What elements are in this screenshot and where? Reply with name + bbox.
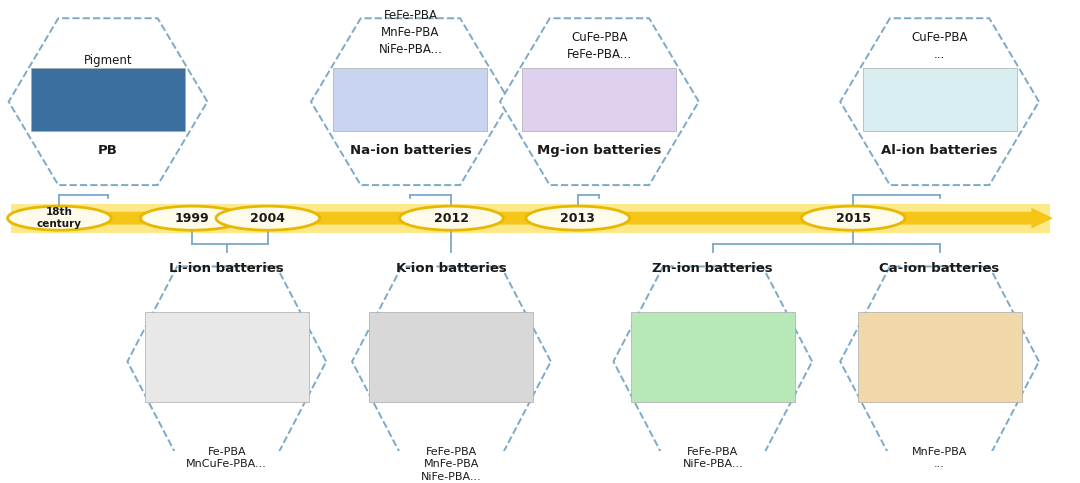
FancyBboxPatch shape: [523, 68, 676, 131]
Text: CuFe-PBA
FeFe-PBA...: CuFe-PBA FeFe-PBA...: [567, 31, 632, 61]
Text: 2004: 2004: [251, 212, 285, 225]
Text: Li-ion batteries: Li-ion batteries: [170, 262, 284, 275]
Text: PB: PB: [98, 144, 118, 157]
Polygon shape: [9, 18, 207, 185]
Text: 1999: 1999: [175, 212, 210, 225]
Text: 2013: 2013: [561, 212, 595, 225]
Text: MnFe-PBA
...: MnFe-PBA ...: [912, 447, 968, 469]
Text: Ca-ion batteries: Ca-ion batteries: [879, 262, 1000, 275]
FancyBboxPatch shape: [31, 68, 185, 131]
Text: 2012: 2012: [434, 212, 469, 225]
Polygon shape: [613, 267, 812, 456]
Ellipse shape: [801, 206, 905, 230]
FancyBboxPatch shape: [145, 312, 309, 402]
Polygon shape: [840, 18, 1039, 185]
FancyBboxPatch shape: [631, 312, 795, 402]
Polygon shape: [500, 18, 699, 185]
Text: FeFe-PBA
MnFe-PBA
NiFe-PBA...: FeFe-PBA MnFe-PBA NiFe-PBA...: [421, 447, 482, 482]
Ellipse shape: [140, 206, 244, 230]
Text: CuFe-PBA
...: CuFe-PBA ...: [912, 31, 968, 61]
FancyBboxPatch shape: [858, 312, 1022, 402]
Ellipse shape: [8, 206, 111, 230]
Text: Zn-ion batteries: Zn-ion batteries: [652, 262, 773, 275]
Text: Mg-ion batteries: Mg-ion batteries: [537, 144, 662, 157]
Text: Al-ion batteries: Al-ion batteries: [881, 144, 998, 157]
Text: K-ion batteries: K-ion batteries: [396, 262, 507, 275]
Polygon shape: [311, 18, 510, 185]
FancyBboxPatch shape: [863, 68, 1016, 131]
Text: FeFe-PBA
NiFe-PBA...: FeFe-PBA NiFe-PBA...: [683, 447, 743, 469]
Ellipse shape: [400, 206, 503, 230]
Polygon shape: [840, 267, 1039, 456]
Text: 18th
century: 18th century: [37, 207, 82, 229]
FancyBboxPatch shape: [334, 68, 487, 131]
Text: 2015: 2015: [836, 212, 870, 225]
FancyBboxPatch shape: [369, 312, 534, 402]
Text: Na-ion batteries: Na-ion batteries: [350, 144, 471, 157]
Polygon shape: [11, 208, 1053, 228]
Text: Fe-PBA
MnCuFe-PBA...: Fe-PBA MnCuFe-PBA...: [187, 447, 267, 469]
Text: FeFe-PBA
MnFe-PBA
NiFe-PBA...: FeFe-PBA MnFe-PBA NiFe-PBA...: [378, 9, 443, 56]
Ellipse shape: [216, 206, 320, 230]
Polygon shape: [352, 267, 551, 456]
Polygon shape: [11, 204, 1050, 233]
Ellipse shape: [526, 206, 630, 230]
Text: Pigment: Pigment: [83, 54, 133, 67]
Polygon shape: [127, 267, 326, 456]
